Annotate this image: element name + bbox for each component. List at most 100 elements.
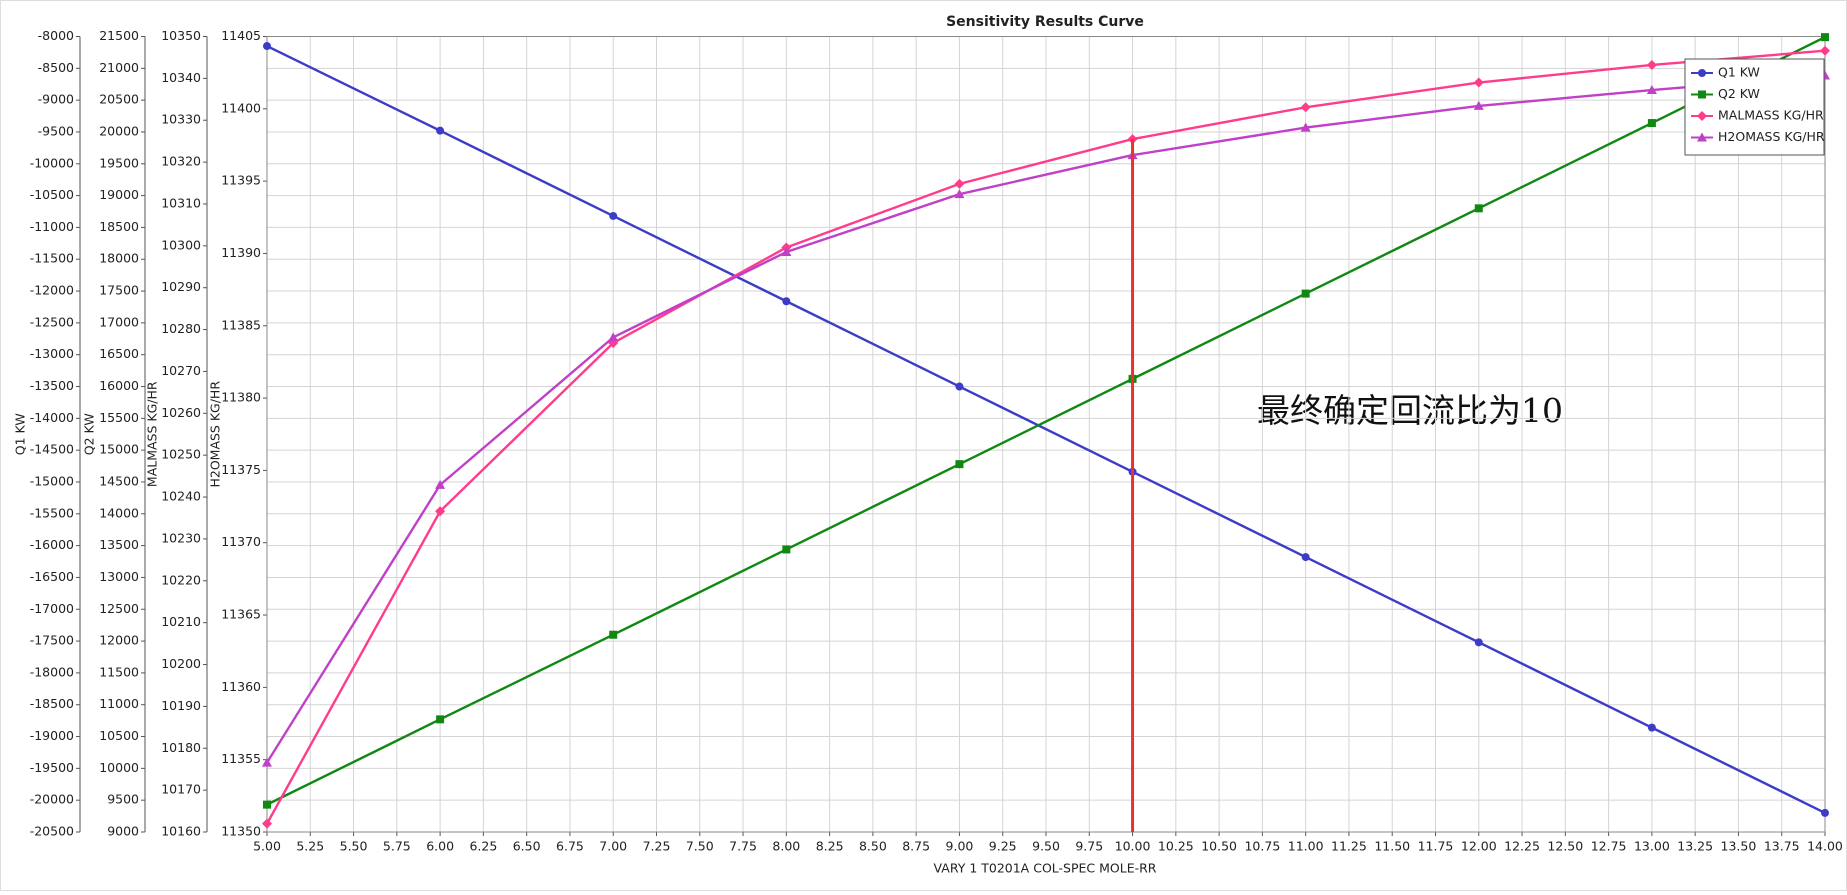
legend-marker — [1697, 111, 1707, 121]
y-tick-label: -11000 — [30, 219, 74, 234]
x-tick-label: 11.50 — [1374, 839, 1410, 854]
x-tick-label: 12.25 — [1504, 839, 1540, 854]
point — [782, 297, 791, 306]
x-tick-label: 12.00 — [1461, 839, 1497, 854]
y-tick-label: -14500 — [30, 442, 74, 457]
y-tick-label: 10260 — [161, 405, 201, 420]
y-tick-label: 19000 — [99, 187, 139, 202]
y-tick-label: 19500 — [99, 155, 139, 170]
x-tick-label: 10.00 — [1115, 839, 1151, 854]
y-tick-label: 10190 — [161, 698, 201, 713]
point — [1473, 100, 1484, 110]
y-tick-label: 11390 — [221, 245, 261, 260]
x-tick-label: 6.75 — [556, 839, 584, 854]
point — [1821, 33, 1829, 42]
y-tick-label: -13500 — [30, 378, 74, 393]
x-tick-label: 11.00 — [1288, 839, 1324, 854]
y-axis-label: H2OMASS KG/HR — [208, 381, 223, 488]
series-line — [266, 44, 1826, 814]
point — [263, 800, 271, 809]
point — [435, 506, 446, 517]
y-tick-label: 10300 — [161, 237, 201, 252]
x-tick-label: 11.25 — [1331, 839, 1367, 854]
x-tick-label: 8.00 — [772, 839, 800, 854]
x-tick-label: 6.50 — [513, 839, 541, 854]
y-tick-label: -19500 — [30, 760, 74, 775]
point — [1474, 638, 1483, 647]
y-tick-label: -8500 — [38, 60, 74, 75]
y-tick-label: -12500 — [30, 314, 74, 329]
y-tick-label: -17000 — [30, 601, 74, 616]
point — [263, 42, 271, 51]
y-tick-label: 10500 — [99, 728, 139, 743]
y-tick-label: 11380 — [221, 390, 261, 405]
y-tick-label: 10250 — [161, 447, 201, 462]
point — [1647, 119, 1656, 128]
x-tick-label: 8.50 — [859, 839, 887, 854]
y-tick-label: 10270 — [161, 363, 201, 378]
y-tick-label: 15000 — [99, 442, 139, 457]
point — [1300, 122, 1311, 132]
point — [262, 757, 272, 767]
legend-marker — [1698, 90, 1706, 99]
point — [1473, 77, 1484, 88]
plot-frame — [266, 36, 1826, 833]
y-tick-label: 16000 — [99, 378, 139, 393]
y-tick-label: 10160 — [161, 824, 201, 839]
x-tick-label: 10.75 — [1244, 839, 1280, 854]
y-tick-label: 10310 — [161, 195, 201, 210]
legend-label: H2OMASS KG/HR — [1718, 129, 1825, 144]
y-axis-label: Q1 KW — [13, 413, 28, 455]
y-tick-label: 11370 — [221, 534, 261, 549]
y-tick-label: -17500 — [30, 633, 74, 648]
y-tick-label: -18500 — [30, 696, 74, 711]
point — [1301, 289, 1310, 298]
point — [608, 332, 619, 342]
y-tick-label: 11000 — [99, 696, 139, 711]
point — [435, 479, 446, 489]
x-tick-label: 12.50 — [1547, 839, 1583, 854]
x-tick-label: 11.75 — [1418, 839, 1454, 854]
x-tick-label: 9.25 — [989, 839, 1017, 854]
y-tick-label: 10350 — [161, 28, 201, 43]
y-tick-label: 10000 — [99, 760, 139, 775]
y-tick-label: 11500 — [99, 664, 139, 679]
point — [954, 178, 965, 189]
y-tick-label: 13000 — [99, 569, 139, 584]
y-tick-label: -9000 — [38, 92, 74, 107]
y-tick-label: 9000 — [107, 824, 139, 839]
y-axis-label: MALMASS KG/HR — [145, 381, 160, 487]
x-tick-label: 7.00 — [599, 839, 627, 854]
legend-box — [1684, 58, 1825, 156]
x-tick-label: 6.25 — [469, 839, 497, 854]
y-tick-label: -15000 — [30, 473, 74, 488]
x-tick-label: 6.00 — [426, 839, 454, 854]
y-tick-label: 10170 — [161, 782, 201, 797]
x-tick-label: 5.25 — [296, 839, 324, 854]
x-axis-label: VARY 1 T0201A COL-SPEC MOLE-RR — [934, 861, 1157, 876]
y-tick-label: 18000 — [99, 251, 139, 266]
y-tick-label: 17500 — [99, 283, 139, 298]
y-tick-label: 17000 — [99, 314, 139, 329]
series-line — [266, 36, 1826, 806]
y-tick-label: 14500 — [99, 473, 139, 488]
y-tick-label: 10210 — [161, 614, 201, 629]
y-tick-label: 11395 — [221, 173, 261, 188]
legend-label: Q1 KW — [1718, 65, 1760, 80]
y-tick-label: 12500 — [99, 601, 139, 616]
point — [436, 715, 445, 724]
point — [954, 189, 965, 199]
y-tick-label: 14000 — [99, 505, 139, 520]
y-tick-label: -16000 — [30, 537, 74, 552]
point — [1300, 102, 1311, 113]
point — [1647, 723, 1656, 732]
y-tick-label: 10340 — [161, 70, 201, 85]
y-tick-label: -20500 — [30, 824, 74, 839]
y-tick-label: -13000 — [30, 346, 74, 361]
y-tick-label: 10200 — [161, 656, 201, 671]
x-tick-label: 9.50 — [1032, 839, 1060, 854]
x-tick-label: 13.00 — [1634, 839, 1670, 854]
y-tick-label: 9500 — [107, 792, 139, 807]
y-tick-label: 21500 — [99, 28, 139, 43]
